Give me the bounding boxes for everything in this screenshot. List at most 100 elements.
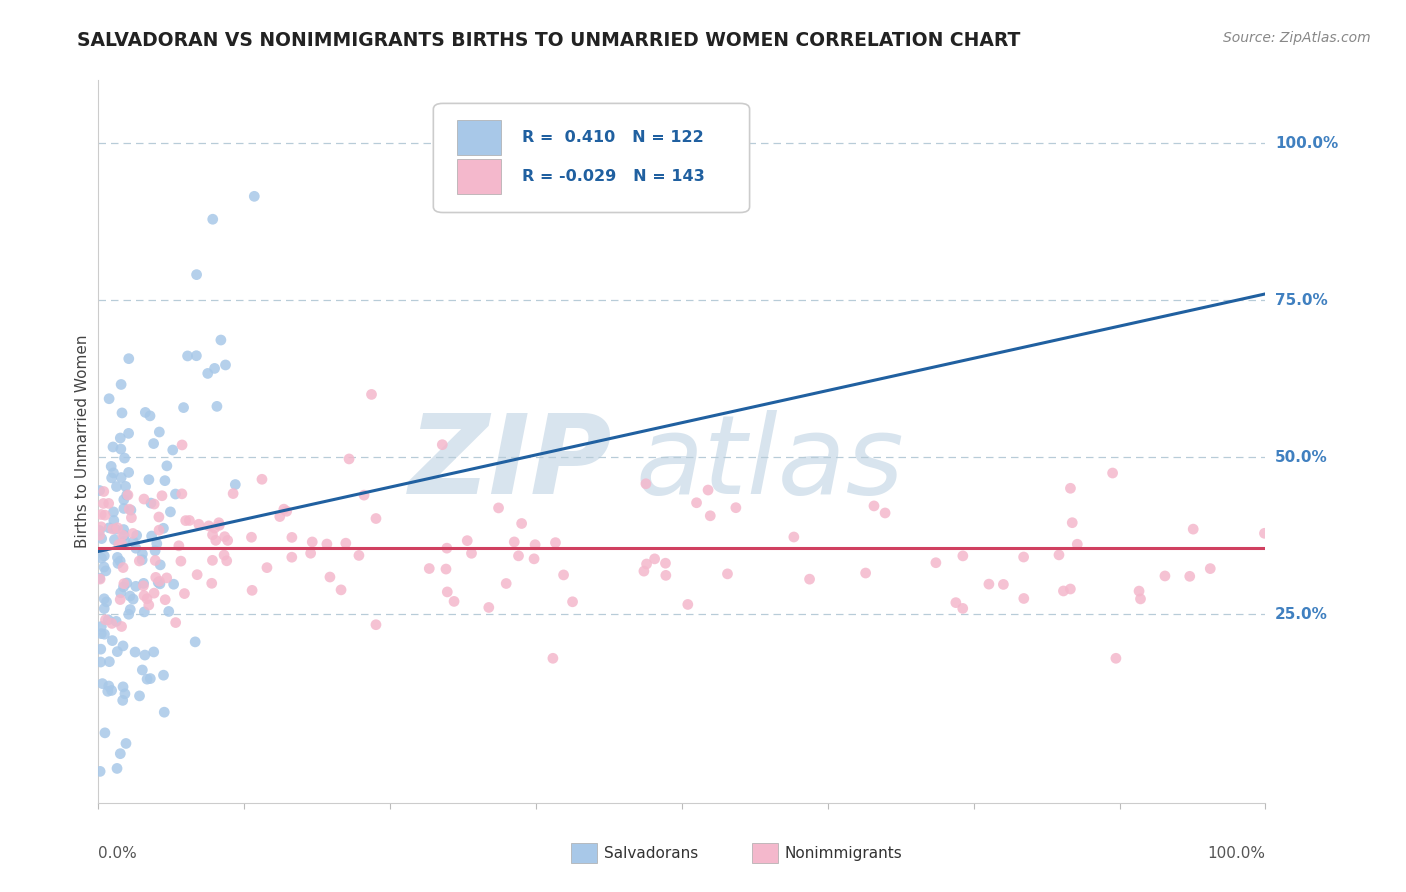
Point bbox=[153, 592, 176, 607]
Point bbox=[117, 488, 139, 502]
Point bbox=[281, 550, 304, 565]
Point bbox=[205, 400, 228, 414]
Point bbox=[165, 487, 187, 501]
Point bbox=[1178, 569, 1201, 583]
Point bbox=[114, 533, 136, 548]
Point bbox=[125, 528, 148, 542]
Point bbox=[364, 511, 387, 525]
Point bbox=[201, 528, 224, 542]
Point bbox=[117, 466, 139, 480]
Point bbox=[136, 672, 159, 686]
Point bbox=[215, 554, 238, 568]
Point bbox=[114, 451, 136, 466]
Point bbox=[94, 564, 117, 578]
Point bbox=[167, 539, 190, 553]
Point bbox=[142, 645, 165, 659]
Point bbox=[94, 726, 117, 740]
Point bbox=[364, 617, 387, 632]
Point bbox=[201, 553, 224, 567]
Point bbox=[132, 491, 155, 506]
Point bbox=[91, 676, 114, 690]
Point bbox=[173, 586, 195, 600]
FancyBboxPatch shape bbox=[433, 103, 749, 212]
Point bbox=[644, 552, 666, 566]
Point bbox=[111, 693, 134, 707]
Point bbox=[945, 596, 967, 610]
Point bbox=[217, 533, 239, 548]
Point bbox=[105, 615, 128, 629]
Point bbox=[90, 655, 112, 669]
Point bbox=[110, 442, 132, 456]
Point bbox=[90, 551, 112, 566]
Point bbox=[724, 500, 747, 515]
Point bbox=[128, 554, 150, 568]
Point bbox=[136, 591, 159, 606]
Point bbox=[1253, 526, 1275, 541]
Point bbox=[186, 349, 208, 363]
Point bbox=[148, 575, 170, 590]
Point bbox=[132, 589, 155, 603]
Point bbox=[208, 516, 231, 530]
Point bbox=[114, 479, 136, 493]
Point bbox=[204, 533, 226, 548]
Point bbox=[134, 605, 156, 619]
Point bbox=[128, 689, 150, 703]
Point bbox=[301, 535, 323, 549]
Point bbox=[488, 500, 510, 515]
Point bbox=[634, 476, 657, 491]
Point bbox=[112, 576, 135, 591]
Point bbox=[208, 518, 231, 533]
Point bbox=[436, 585, 458, 599]
Point bbox=[117, 426, 139, 441]
Point bbox=[93, 549, 115, 563]
Point bbox=[162, 442, 184, 457]
Point bbox=[863, 499, 886, 513]
Point bbox=[115, 576, 138, 591]
Point bbox=[156, 458, 179, 473]
Point bbox=[699, 508, 721, 523]
Point bbox=[1012, 549, 1035, 564]
Point bbox=[101, 633, 124, 648]
Point bbox=[460, 546, 482, 560]
Point bbox=[105, 761, 128, 775]
Point bbox=[281, 530, 304, 544]
Point bbox=[197, 519, 219, 533]
Point bbox=[163, 577, 186, 591]
Point bbox=[145, 570, 167, 584]
Point bbox=[122, 534, 145, 549]
Point bbox=[118, 607, 141, 622]
Point bbox=[110, 431, 132, 445]
Point bbox=[524, 538, 547, 552]
Point bbox=[101, 440, 124, 454]
Point bbox=[315, 537, 337, 551]
Point bbox=[118, 502, 141, 516]
Point bbox=[97, 679, 120, 693]
Point bbox=[89, 528, 111, 542]
Point bbox=[149, 558, 172, 572]
Text: Source: ZipAtlas.com: Source: ZipAtlas.com bbox=[1223, 31, 1371, 45]
Point bbox=[330, 582, 353, 597]
Point bbox=[855, 566, 877, 580]
Text: R =  0.410   N = 122: R = 0.410 N = 122 bbox=[522, 130, 704, 145]
Point bbox=[214, 530, 236, 544]
Point bbox=[156, 571, 179, 585]
Point bbox=[120, 503, 142, 517]
Point bbox=[143, 497, 166, 511]
Point bbox=[93, 627, 115, 641]
Point bbox=[100, 471, 122, 485]
Point bbox=[148, 510, 170, 524]
Point bbox=[165, 615, 187, 630]
Point bbox=[977, 577, 1000, 591]
FancyBboxPatch shape bbox=[752, 843, 778, 863]
Point bbox=[150, 489, 173, 503]
Point bbox=[418, 561, 440, 575]
Point bbox=[120, 510, 142, 524]
Point bbox=[353, 488, 375, 502]
Point bbox=[118, 351, 141, 366]
Point bbox=[256, 560, 278, 574]
Point bbox=[170, 438, 193, 452]
Point bbox=[134, 648, 156, 662]
Point bbox=[655, 568, 678, 582]
Point bbox=[93, 560, 115, 574]
Point bbox=[104, 522, 127, 536]
